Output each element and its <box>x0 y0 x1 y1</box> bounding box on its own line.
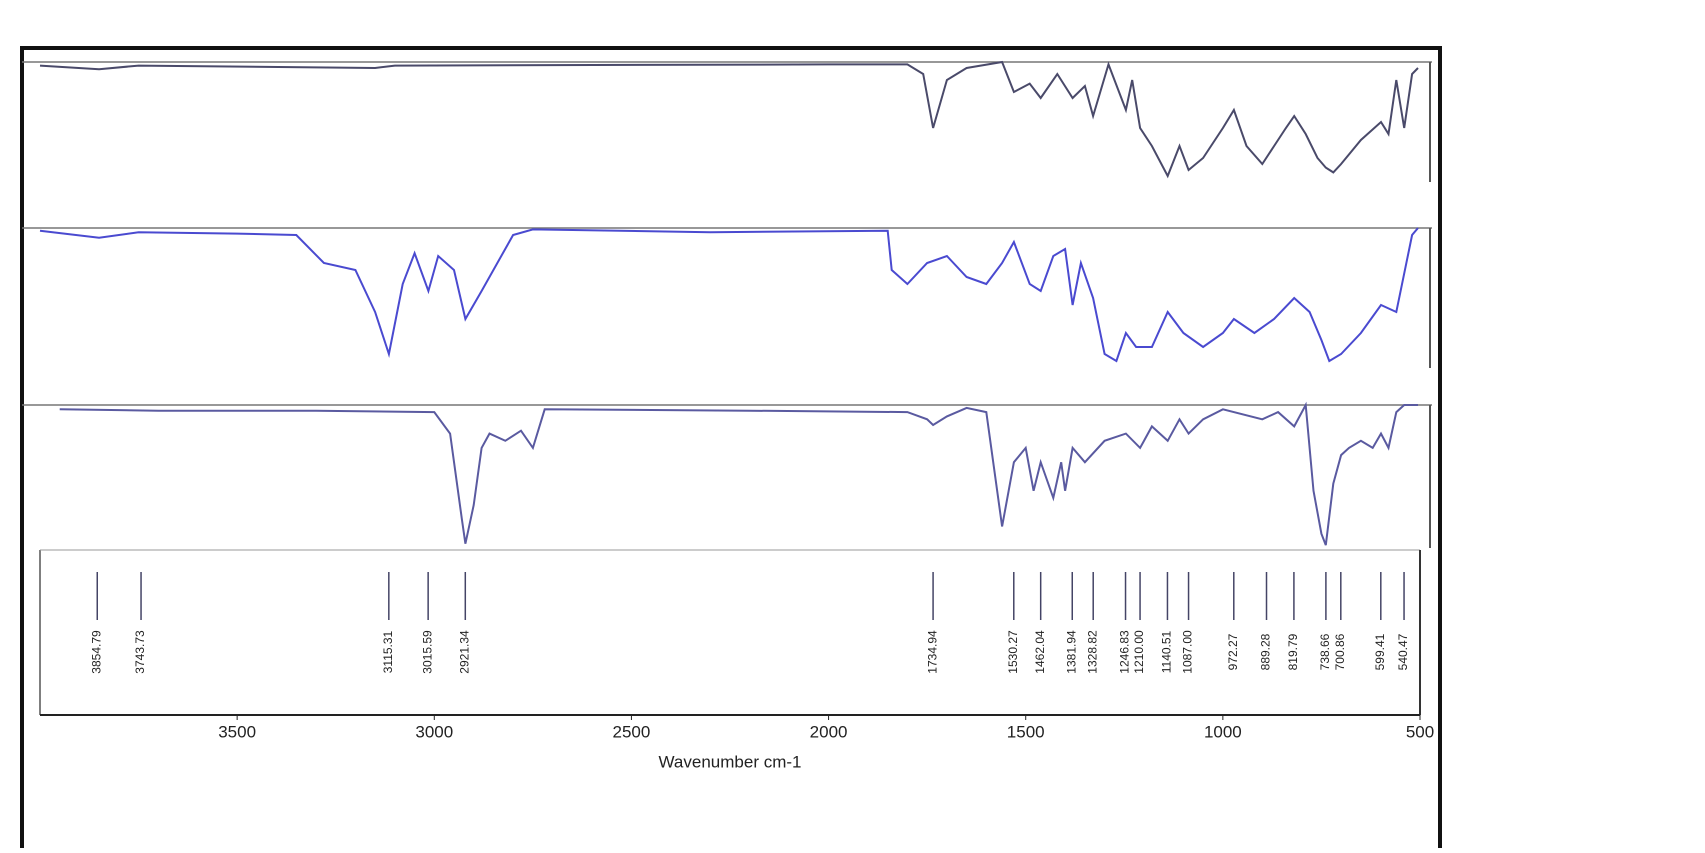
x-tick-label: 2500 <box>613 722 651 741</box>
peak-label: 2921.34 <box>457 630 471 674</box>
peak-label: 1210.00 <box>1132 630 1146 674</box>
peak-label: 599.41 <box>1373 633 1387 670</box>
frame <box>20 46 1442 853</box>
x-tick-label: 1000 <box>1204 722 1242 741</box>
x-axis-title: Wavenumber cm-1 <box>659 752 802 771</box>
peak-label: 3743.73 <box>133 630 147 674</box>
x-tick-label: 1500 <box>1007 722 1045 741</box>
peak-label: 3115.31 <box>381 630 395 673</box>
peak-label: 1381.94 <box>1064 630 1078 674</box>
peak-label: 889.28 <box>1259 633 1273 670</box>
x-tick-label: 3500 <box>218 722 256 741</box>
peak-label: 1087.00 <box>1181 630 1195 674</box>
x-tick-label: 2000 <box>810 722 848 741</box>
peak-label: 540.47 <box>1396 633 1410 670</box>
peak-label: 700.86 <box>1333 633 1347 670</box>
spectrum <box>59 401 1418 546</box>
x-tick-label: 3000 <box>415 722 453 741</box>
peak-label: 1734.94 <box>925 630 939 674</box>
x-tick-label: 500 <box>1406 722 1434 741</box>
peak-label: 1140.51 <box>1160 630 1174 673</box>
peak-label: 1246.83 <box>1118 630 1132 674</box>
peak-label: 1530.27 <box>1006 630 1020 674</box>
peak-label: 972.27 <box>1226 633 1240 670</box>
peak-label: 738.66 <box>1318 633 1332 670</box>
peak-label: 819.79 <box>1286 633 1300 670</box>
spectrum <box>39 60 1419 179</box>
peak-label: 1462.04 <box>1033 630 1047 674</box>
spectrum <box>39 227 1419 363</box>
peak-label: 1328.82 <box>1085 630 1099 674</box>
peak-label: 3854.79 <box>89 630 103 674</box>
peak-label: 3015.59 <box>420 630 434 674</box>
